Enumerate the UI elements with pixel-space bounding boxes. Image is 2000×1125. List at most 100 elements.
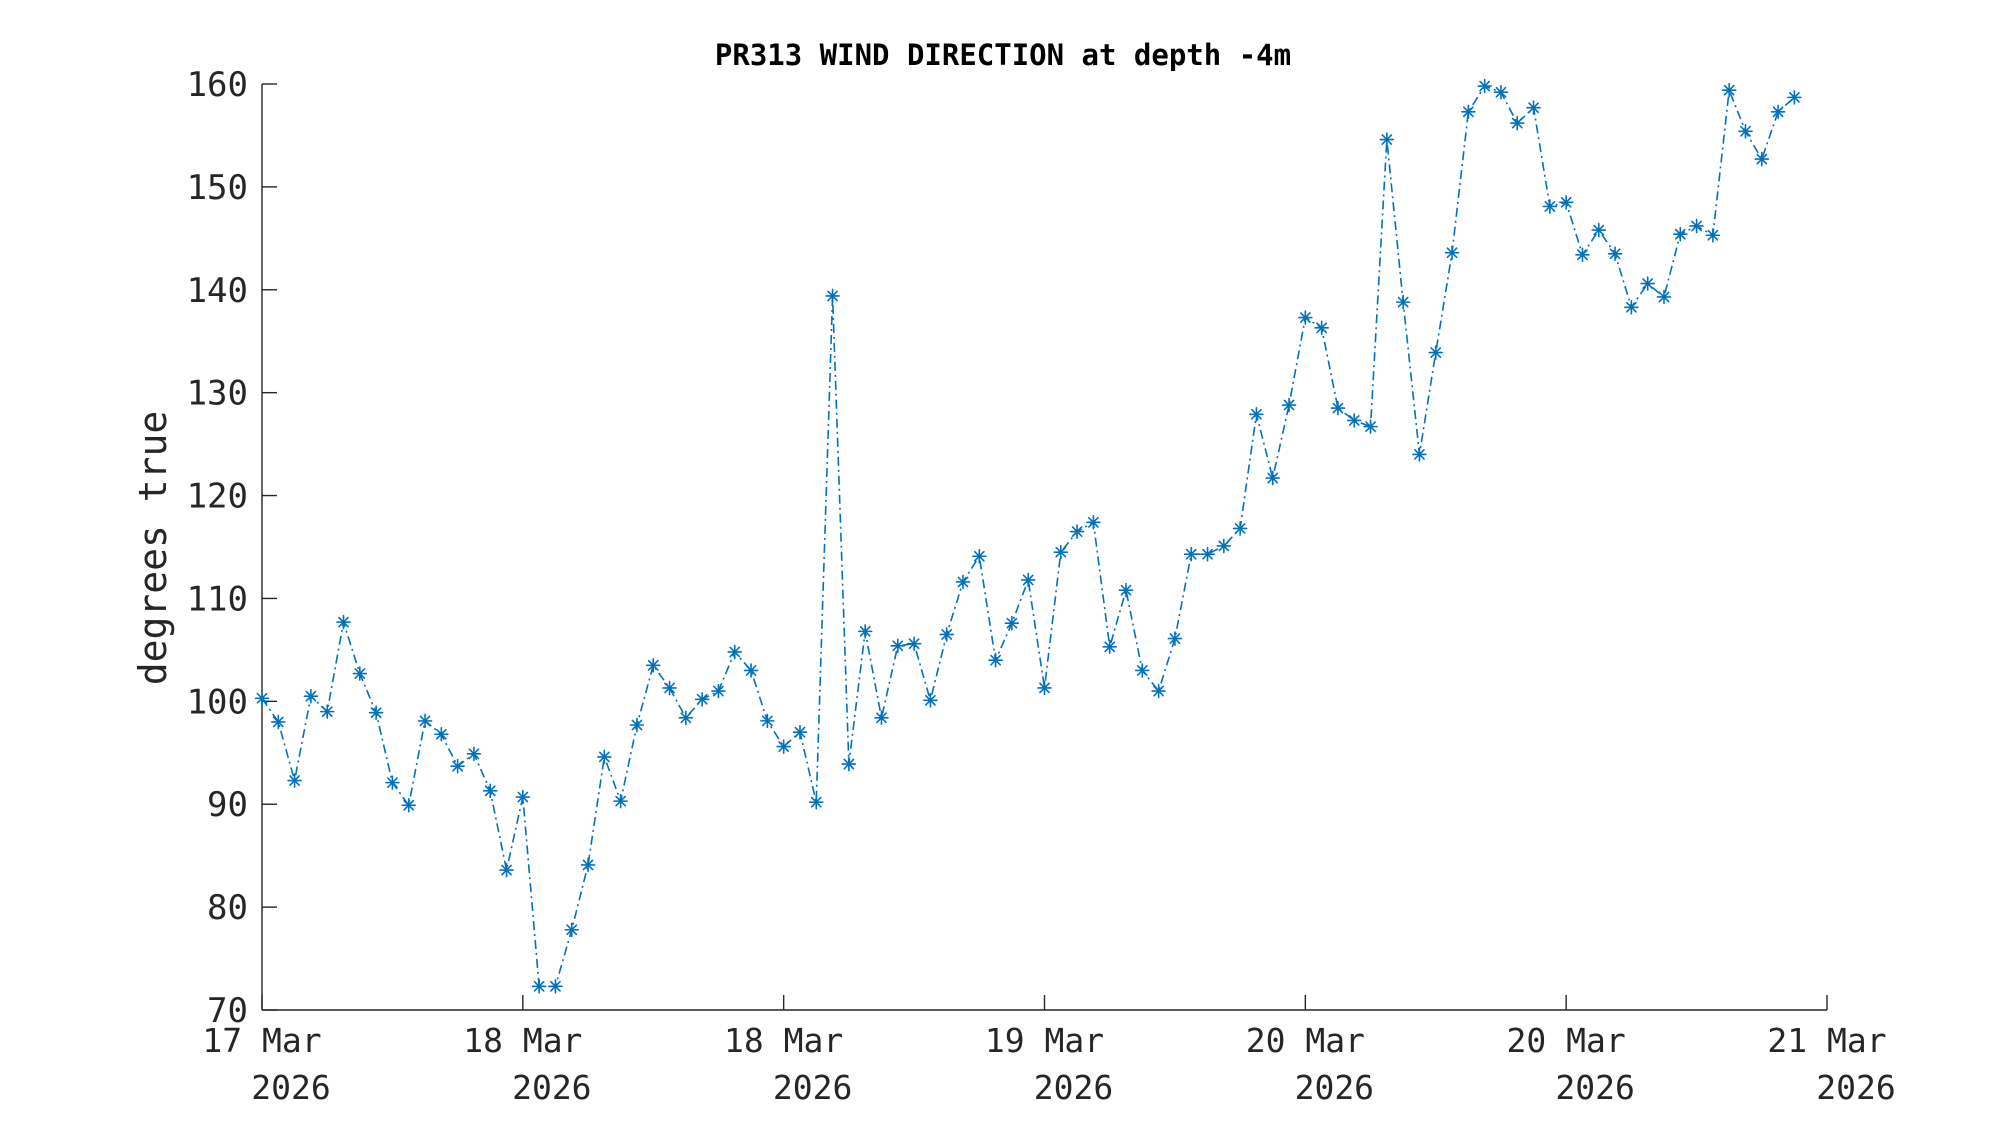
data-point: [906, 636, 922, 652]
data-point: [385, 775, 400, 790]
data-point: [531, 979, 547, 994]
series-line: [261, 85, 1795, 988]
y-tick-label: 120: [187, 477, 248, 517]
x-tick-label-year: 2026: [1816, 1068, 1895, 1107]
y-tick-label: 130: [187, 374, 248, 414]
data-point: [874, 710, 889, 726]
data-point: [1509, 115, 1525, 131]
data-point: [466, 746, 482, 762]
data-point: [1461, 104, 1476, 120]
data-point: [1526, 100, 1541, 115]
data-point: [287, 773, 302, 788]
data-point: [1118, 582, 1134, 598]
y-tick-label: 110: [187, 579, 248, 619]
data-point: [613, 793, 628, 809]
data-point: [1754, 151, 1770, 167]
y-tick-label: 100: [187, 682, 248, 722]
data-point: [1705, 227, 1721, 243]
data-point: [1200, 546, 1215, 562]
data-point: [499, 862, 514, 878]
data-point: [1738, 124, 1753, 139]
data-point: [694, 691, 710, 707]
data-point: [1020, 572, 1036, 588]
data-point: [841, 756, 857, 772]
data-point: [825, 288, 840, 304]
data-point: [776, 739, 791, 754]
x-tick-label-date: 18 Mar: [463, 1021, 582, 1060]
data-point: [955, 574, 971, 590]
axes: [261, 84, 1827, 1011]
data-point: [1298, 310, 1313, 325]
data-point: [1151, 683, 1166, 699]
data-point: [662, 680, 677, 696]
data-point: [743, 663, 759, 678]
y-tick-label: 70: [207, 991, 248, 1031]
data-point: [1053, 544, 1069, 560]
chart-title: PR313 WIND DIRECTION at depth -4m: [715, 38, 1291, 72]
y-axis-label: degrees true: [131, 411, 175, 686]
data-point: [548, 979, 563, 994]
data-point: [1477, 78, 1492, 94]
data-point: [1493, 84, 1509, 100]
data-point: [988, 652, 1003, 668]
data-point: [1004, 615, 1020, 631]
data-point: [1379, 132, 1395, 147]
data-point: [1787, 90, 1802, 105]
data-point: [1346, 413, 1362, 428]
x-tick-label-year: 2026: [1295, 1068, 1374, 1107]
data-point: [564, 922, 580, 938]
data-point: [1037, 680, 1052, 696]
data-point: [580, 857, 596, 873]
x-tick-label-date: 17 Mar: [202, 1021, 321, 1060]
data-point: [711, 683, 726, 699]
data-point: [1265, 470, 1281, 486]
data-point: [1363, 419, 1378, 434]
data-point: [319, 704, 335, 719]
data-point: [1281, 397, 1297, 413]
data-point: [1558, 195, 1574, 210]
data-point: [515, 789, 531, 805]
data-point: [482, 783, 498, 799]
data-point: [1770, 104, 1786, 120]
data-point: [1216, 538, 1232, 554]
data-point: [1183, 546, 1199, 562]
data-point: [890, 638, 906, 654]
data-point: [1232, 521, 1248, 536]
data-point: [368, 705, 384, 720]
data-point: [1721, 82, 1737, 98]
data-point: [352, 666, 368, 681]
y-tick-label: 90: [207, 785, 248, 825]
x-tick-label-year: 2026: [512, 1068, 591, 1107]
data-point: [1689, 218, 1704, 234]
data-point: [727, 644, 743, 660]
data-point: [1575, 247, 1590, 263]
x-tick-label-date: 20 Mar: [1507, 1021, 1626, 1060]
data-point: [1607, 246, 1623, 262]
data-point: [1330, 400, 1346, 416]
x-tick-label-date: 20 Mar: [1246, 1021, 1365, 1060]
data-point: [760, 713, 775, 729]
data-point: [434, 726, 449, 742]
y-tick-label: 160: [187, 65, 248, 105]
data-point: [450, 758, 465, 774]
data-point: [1249, 406, 1264, 422]
data-point: [1314, 320, 1329, 336]
data-point: [1428, 345, 1444, 360]
data-point: [971, 548, 987, 564]
data-point: [923, 693, 938, 708]
data-point: [792, 724, 808, 740]
data-point: [1542, 199, 1558, 214]
data-point: [1412, 447, 1427, 462]
x-tick-label-year: 2026: [1555, 1068, 1634, 1107]
data-point: [678, 710, 694, 726]
data-point: [1444, 245, 1460, 261]
data-point: [336, 614, 351, 630]
data-point: [254, 690, 270, 706]
y-axis-ticks: 70 80 90 100 110 120 130 140 150 160: [187, 65, 277, 1031]
x-tick-label-date: 18 Mar: [724, 1021, 843, 1060]
x-tick-label-year: 2026: [251, 1068, 330, 1107]
data-point: [808, 794, 824, 810]
data-point: [1395, 294, 1411, 310]
y-tick-label: 150: [187, 168, 248, 208]
